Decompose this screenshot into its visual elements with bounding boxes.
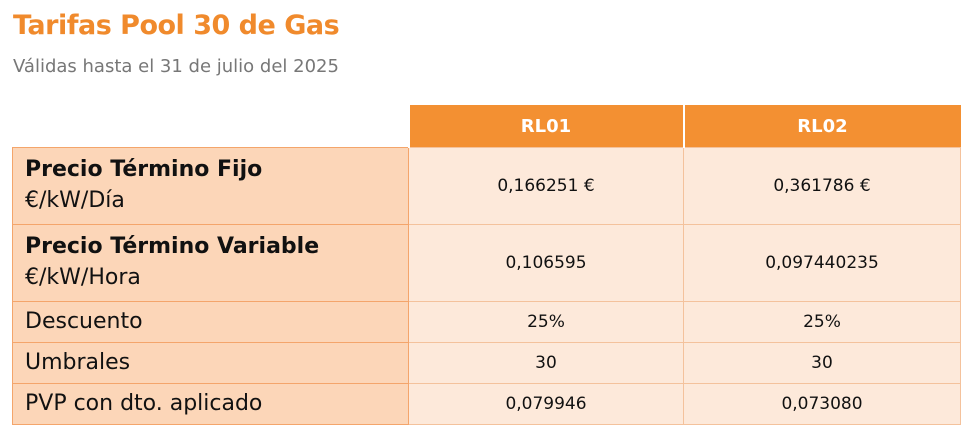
row-label-cell: Umbrales xyxy=(12,342,409,384)
row-label-cell: PVP con dto. aplicado xyxy=(12,383,409,425)
value-cell: 0,097440235 xyxy=(683,224,961,302)
row-label: Precio Término Variable xyxy=(25,234,320,260)
row-unit: €/kW/Hora xyxy=(25,265,141,290)
value-cell: 0,361786 € xyxy=(683,147,961,225)
value-cell: 0,166251 € xyxy=(408,147,684,225)
tariff-table: RL01 RL02 Precio Término Fijo €/kW/Día 0,16… xyxy=(12,105,961,425)
value-cell: 30 xyxy=(683,342,961,384)
row-label: Precio Término Fijo xyxy=(25,157,263,183)
table-body: Precio Término Fijo €/kW/Día 0,166251 €0,3… xyxy=(12,147,961,425)
row-label-cell: Precio Término Fijo €/kW/Día xyxy=(12,147,409,225)
blank-header xyxy=(13,105,409,148)
row-label-cell: Descuento xyxy=(12,301,409,343)
table-row: Umbrales 30 30 xyxy=(12,342,961,384)
table-row: Precio Término Fijo €/kW/Día 0,166251 €0,3… xyxy=(12,147,961,225)
subtitle: Válidas hasta el 31 de julio del 2025 xyxy=(13,56,339,77)
value-cell: 30 xyxy=(408,342,684,384)
table-row: PVP con dto. aplicado 0,079946 0,073080 xyxy=(12,383,961,425)
row-label-cell: Precio Término Variable €/kW/Hora xyxy=(12,224,409,302)
row-unit: €/kW/Día xyxy=(25,188,125,213)
column-header: RL01 xyxy=(407,105,684,148)
row-label: PVP con dto. aplicado xyxy=(25,390,263,416)
value-cell: 0,079946 xyxy=(408,383,684,425)
table-row: Precio Término Variable €/kW/Hora 0,106595… xyxy=(12,224,961,302)
column-header: RL02 xyxy=(682,105,961,148)
header-row: RL01 RL02 xyxy=(13,105,961,148)
value-cell: 25% xyxy=(683,301,961,343)
value-cell: 25% xyxy=(408,301,684,343)
table-row: Descuento 25% 25% xyxy=(12,301,961,343)
row-label: Umbrales xyxy=(25,349,131,375)
value-cell: 0,106595 xyxy=(408,224,684,302)
title: Tarifas Pool 30 de Gas xyxy=(13,10,340,41)
value-cell: 0,073080 xyxy=(683,383,961,425)
row-label: Descuento xyxy=(25,308,143,334)
